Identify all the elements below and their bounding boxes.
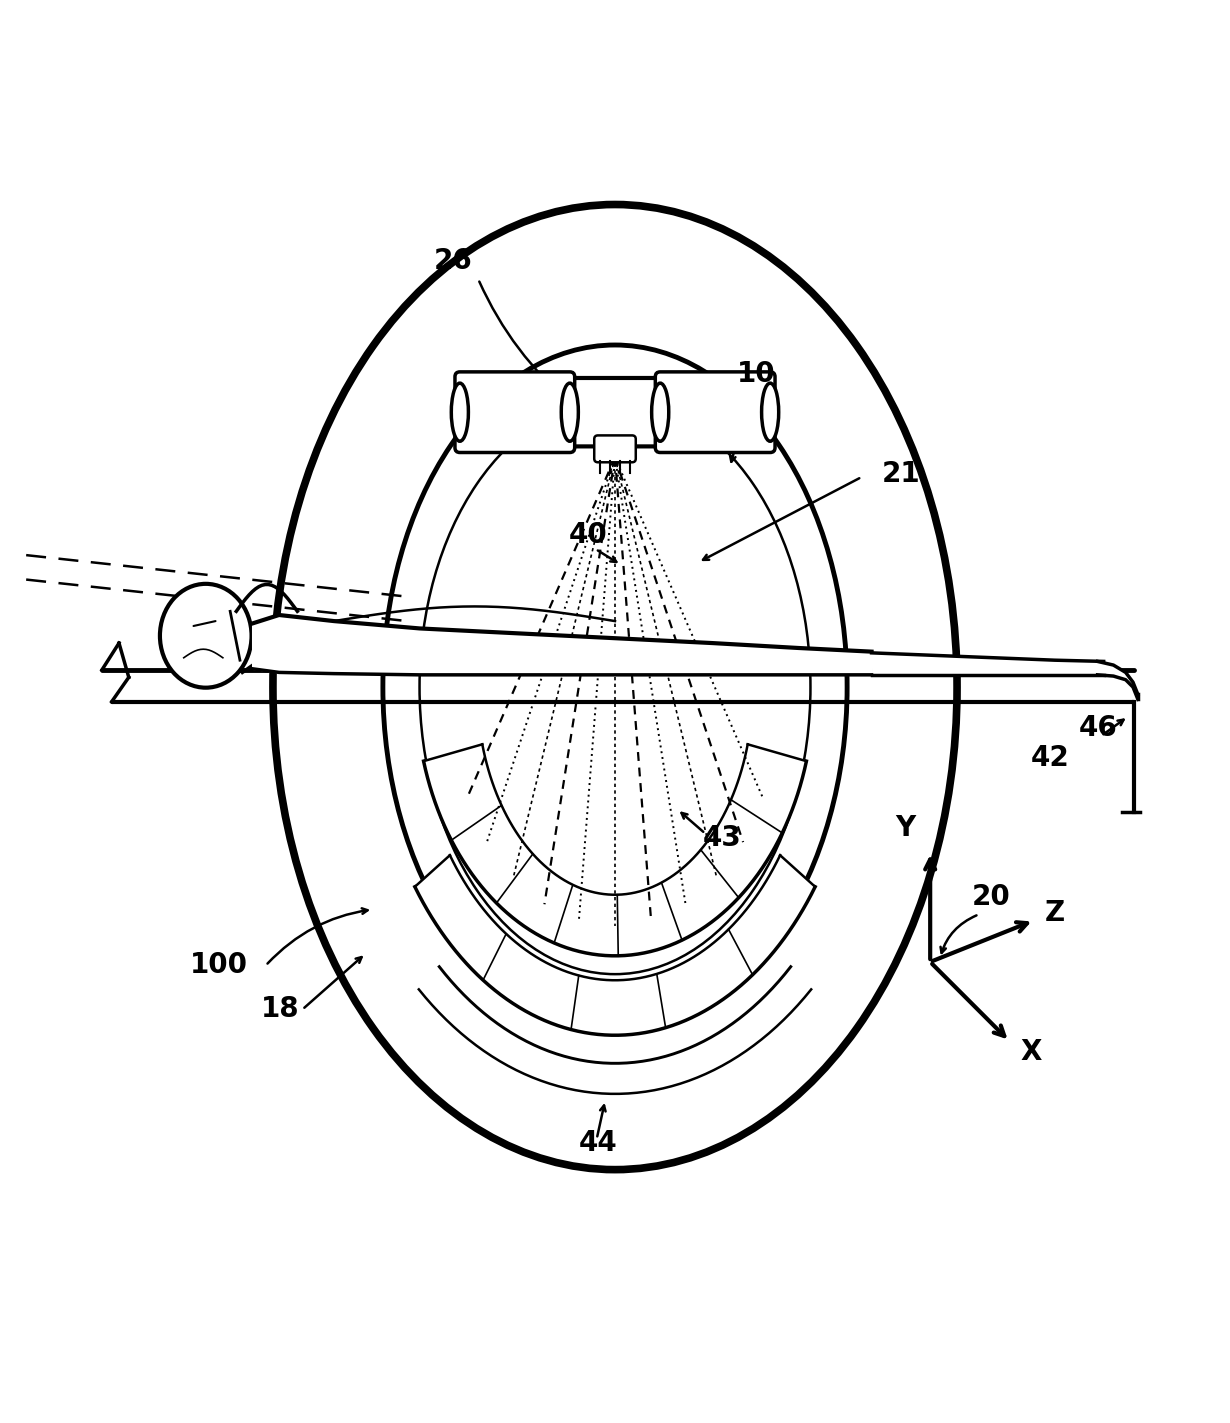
Ellipse shape bbox=[273, 205, 957, 1170]
Ellipse shape bbox=[652, 383, 669, 441]
Text: 26: 26 bbox=[434, 248, 474, 275]
FancyBboxPatch shape bbox=[656, 371, 775, 453]
Ellipse shape bbox=[383, 344, 847, 1029]
Ellipse shape bbox=[451, 383, 469, 441]
Text: 44: 44 bbox=[578, 1130, 617, 1157]
Ellipse shape bbox=[761, 383, 779, 441]
FancyBboxPatch shape bbox=[558, 379, 672, 447]
Text: 20: 20 bbox=[972, 882, 1011, 911]
Text: 42: 42 bbox=[1031, 744, 1069, 773]
Polygon shape bbox=[415, 855, 815, 1035]
Polygon shape bbox=[423, 744, 807, 956]
Text: 43: 43 bbox=[704, 824, 742, 852]
Text: 10: 10 bbox=[737, 360, 776, 387]
FancyBboxPatch shape bbox=[594, 435, 636, 462]
Text: 100: 100 bbox=[189, 951, 248, 979]
Text: 40: 40 bbox=[568, 521, 608, 549]
Text: Y: Y bbox=[895, 814, 916, 842]
Ellipse shape bbox=[160, 583, 252, 687]
Ellipse shape bbox=[561, 383, 578, 441]
Text: 18: 18 bbox=[261, 995, 299, 1023]
FancyBboxPatch shape bbox=[455, 371, 574, 453]
Text: 46: 46 bbox=[1079, 714, 1118, 741]
Text: Z: Z bbox=[1046, 899, 1065, 926]
Text: 21: 21 bbox=[882, 460, 920, 488]
Text: X: X bbox=[1021, 1039, 1042, 1066]
